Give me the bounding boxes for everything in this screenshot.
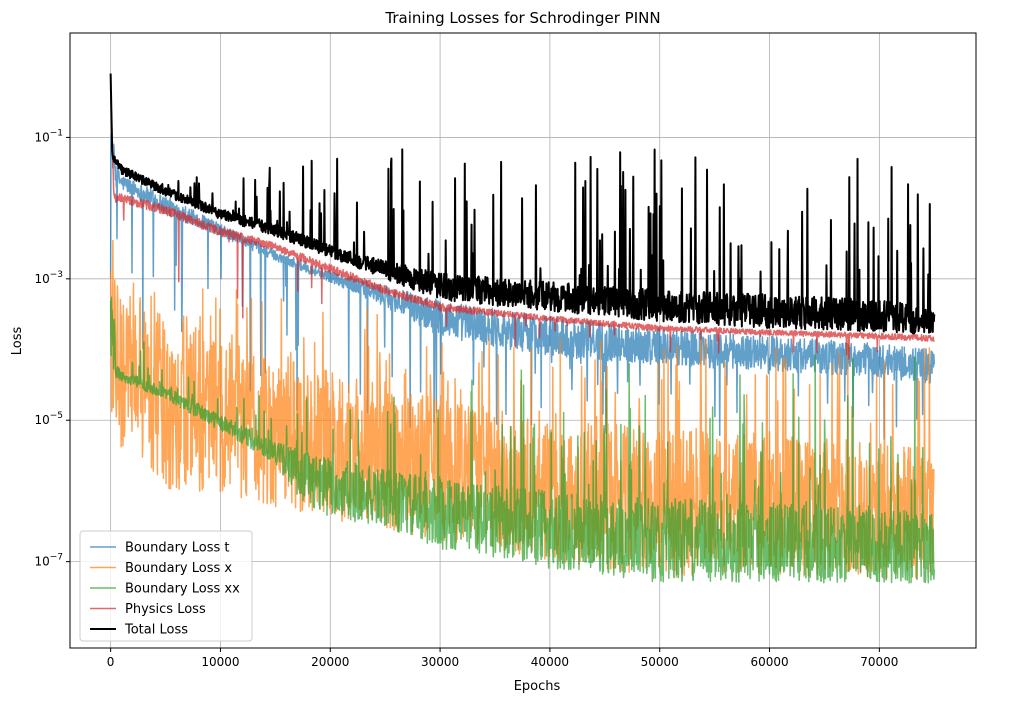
y-tick-exponent: −5 <box>50 411 63 421</box>
legend-label: Physics Loss <box>125 602 206 617</box>
legend-label: Boundary Loss x <box>125 561 232 576</box>
series-layer <box>109 73 936 584</box>
plot-frame <box>69 32 977 649</box>
y-tick-label: 10−3 <box>34 270 63 286</box>
chart-title: Training Losses for Schrodinger PINN <box>384 9 660 27</box>
y-tick-exponent: −7 <box>50 553 63 563</box>
y-axis-label: Loss <box>10 327 25 356</box>
x-tick-label: 70000 <box>860 655 898 669</box>
x-tick-label: 30000 <box>421 655 459 669</box>
legend-label: Boundary Loss xx <box>125 582 240 597</box>
legend-label: Boundary Loss t <box>125 541 229 556</box>
y-axis-ticks: 10−710−510−310−1 <box>34 128 70 569</box>
x-axis-label: Epochs <box>514 679 561 694</box>
legend-label: Total Loss <box>124 623 188 638</box>
y-tick-label: 10−1 <box>34 128 63 144</box>
series-line-boundary-loss-x <box>109 239 935 579</box>
x-tick-label: 40000 <box>531 655 569 669</box>
x-tick-label: 60000 <box>750 655 788 669</box>
y-tick-label: 10−7 <box>34 553 63 569</box>
y-tick-base: 10 <box>34 272 49 286</box>
x-tick-label: 20000 <box>311 655 349 669</box>
series-line-boundary-loss-xx <box>109 296 936 584</box>
y-tick-label: 10−5 <box>34 411 63 427</box>
legend-box <box>79 530 253 642</box>
y-tick-base: 10 <box>34 130 49 144</box>
series-line-total-loss <box>109 73 936 335</box>
series-line-physics-loss <box>109 87 935 360</box>
x-tick-label: 50000 <box>641 655 679 669</box>
legend: Boundary Loss t Boundary Loss x Boundary L… <box>79 530 253 642</box>
y-tick-exponent: −3 <box>50 270 63 280</box>
y-tick-exponent: −1 <box>50 128 63 138</box>
x-tick-label: 0 <box>107 655 115 669</box>
y-tick-base: 10 <box>34 555 49 569</box>
x-tick-label: 10000 <box>201 655 239 669</box>
x-axis-ticks: 0 10000 20000 30000 40000 50000 60000 70000 <box>107 648 898 669</box>
y-tick-base: 10 <box>34 413 49 427</box>
